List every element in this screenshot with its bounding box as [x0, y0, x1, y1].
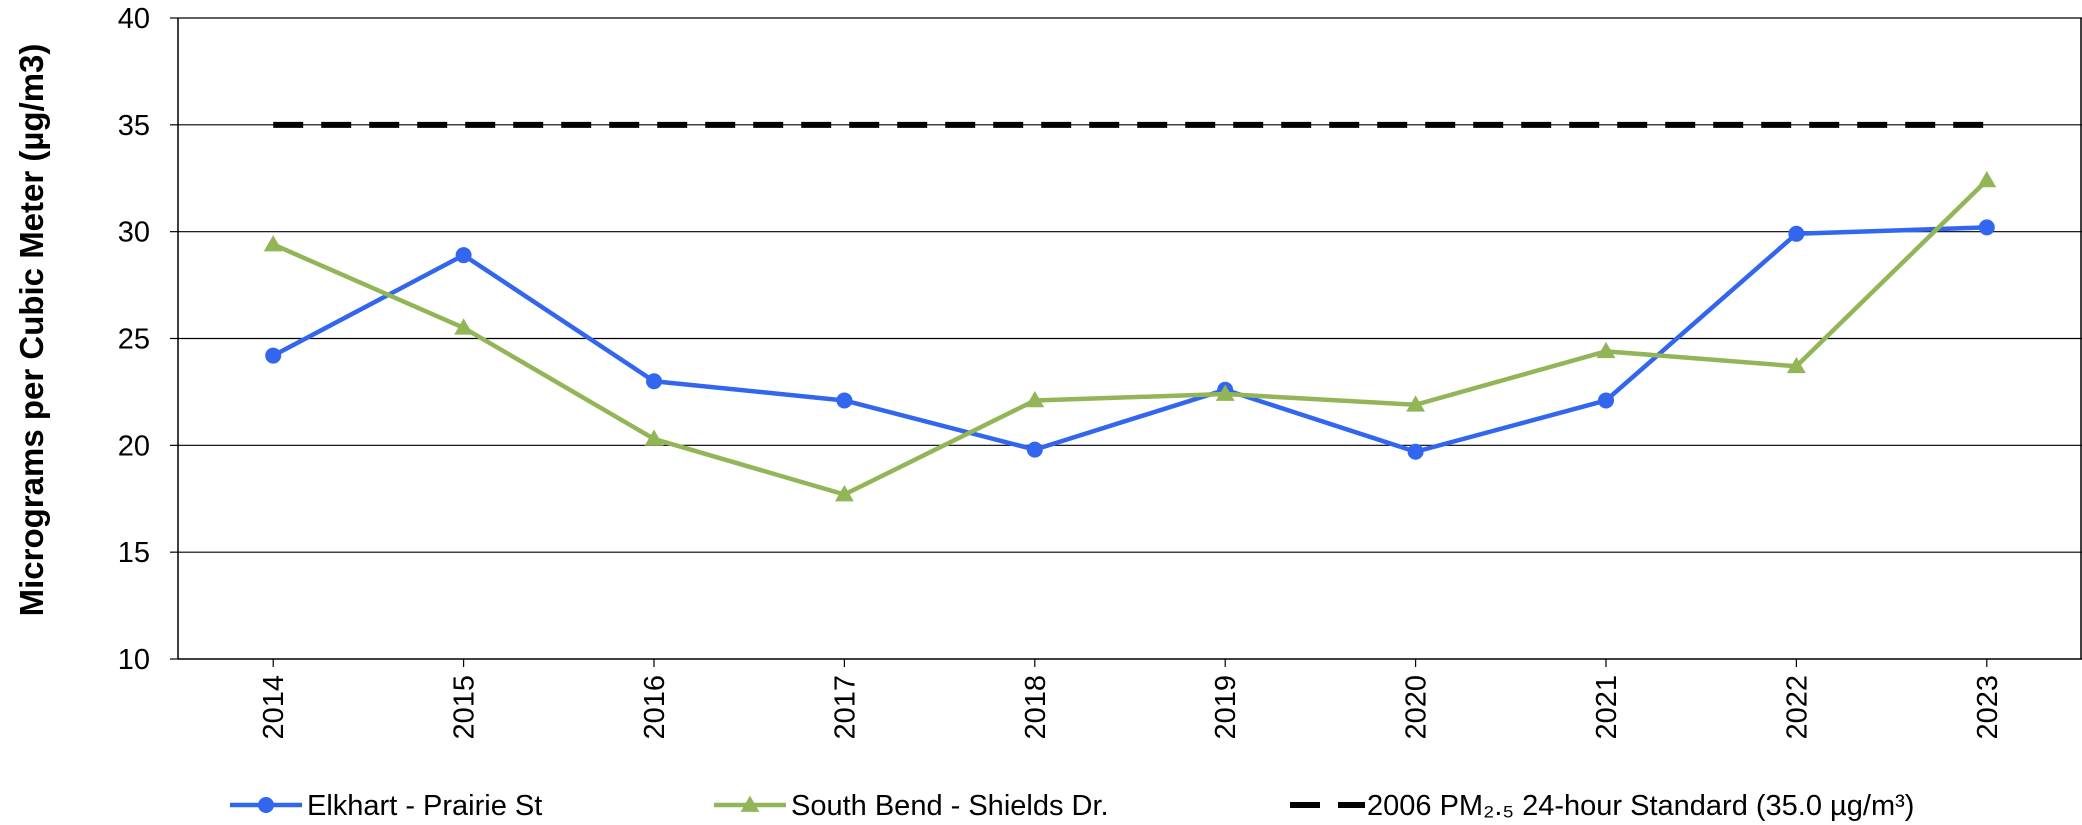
y-tick-label: 15	[118, 537, 150, 569]
data-point-elkhart-prairie-st-2020	[1407, 443, 1424, 460]
data-point-south-bend-shields-dr-2014	[263, 235, 283, 252]
y-tick-label: 20	[118, 430, 150, 462]
data-point-elkhart-prairie-st-2017	[836, 392, 853, 409]
series-layer	[263, 170, 1997, 502]
data-point-south-bend-shields-dr-2022	[1786, 356, 1806, 374]
data-point-south-bend-shields-dr-2015	[454, 318, 474, 335]
legend-label-2006-pm-24-hour-standard-35-0-g-m: 2006 PM₂.₅ 24-hour Standard (35.0 µg/m³)	[1367, 790, 1914, 822]
axes	[177, 18, 2082, 667]
x-tick-labels: 2014 2015 2016 2017 2018 2019 2020 2021 2022 2023	[258, 675, 2004, 740]
x-tick-label: 2021	[1591, 675, 1623, 740]
legend-marker-south-bend-shields-dr	[740, 795, 760, 812]
x-tick-label: 2018	[1020, 675, 1052, 740]
x-tick-label: 2014	[258, 675, 290, 740]
data-point-elkhart-prairie-st-2023	[1978, 219, 1995, 236]
data-point-elkhart-prairie-st-2014	[265, 347, 282, 364]
x-tick-label: 2015	[449, 675, 481, 740]
data-point-south-bend-shields-dr-2017	[834, 485, 854, 502]
y-tick-label: 25	[118, 324, 150, 356]
x-tick-label: 2020	[1401, 675, 1433, 740]
y-tick-labels: 10 15 20 25 30 35 40	[118, 3, 150, 676]
data-point-elkhart-prairie-st-2022	[1788, 225, 1805, 242]
data-point-elkhart-prairie-st-2016	[646, 373, 662, 390]
data-point-south-bend-shields-dr-2021	[1596, 341, 1616, 359]
legend: Elkhart - Prairie St South Bend - Shields…	[230, 790, 1914, 822]
data-point-south-bend-shields-dr-2023	[1977, 170, 1997, 188]
x-tick-label: 2016	[639, 675, 671, 740]
y-tick-label: 10	[118, 644, 150, 676]
data-point-south-bend-shields-dr-2016	[644, 429, 664, 446]
series-line-south-bend-shields-dr	[272, 178, 1989, 497]
x-tick-label: 2022	[1781, 675, 1813, 740]
y-tick-label: 40	[118, 3, 150, 35]
legend-label-elkhart-prairie-st: Elkhart - Prairie St	[307, 790, 542, 822]
y-tick-label: 35	[118, 110, 150, 142]
data-point-elkhart-prairie-st-2021	[1598, 392, 1614, 409]
series-line-elkhart-prairie-st	[272, 225, 1987, 454]
y-tick-label: 30	[118, 217, 150, 249]
x-tick-label: 2019	[1210, 675, 1242, 740]
data-point-elkhart-prairie-st-2015	[455, 247, 472, 264]
legend-label-south-bend-shields-dr: South Bend - Shields Dr.	[791, 790, 1109, 822]
x-tick-label: 2023	[1972, 675, 2004, 740]
x-tick-label: 2017	[829, 675, 861, 740]
legend-marker-elkhart-prairie-st	[258, 797, 274, 813]
data-point-south-bend-shields-dr-2020	[1406, 395, 1426, 412]
y-axis-title: Micrograms per Cubic Meter (µg/m3)	[13, 44, 50, 617]
data-point-elkhart-prairie-st-2018	[1026, 441, 1043, 458]
gridlines	[170, 17, 2082, 660]
data-point-south-bend-shields-dr-2018	[1025, 391, 1045, 408]
data-point-south-bend-shields-dr-2019	[1215, 384, 1235, 401]
